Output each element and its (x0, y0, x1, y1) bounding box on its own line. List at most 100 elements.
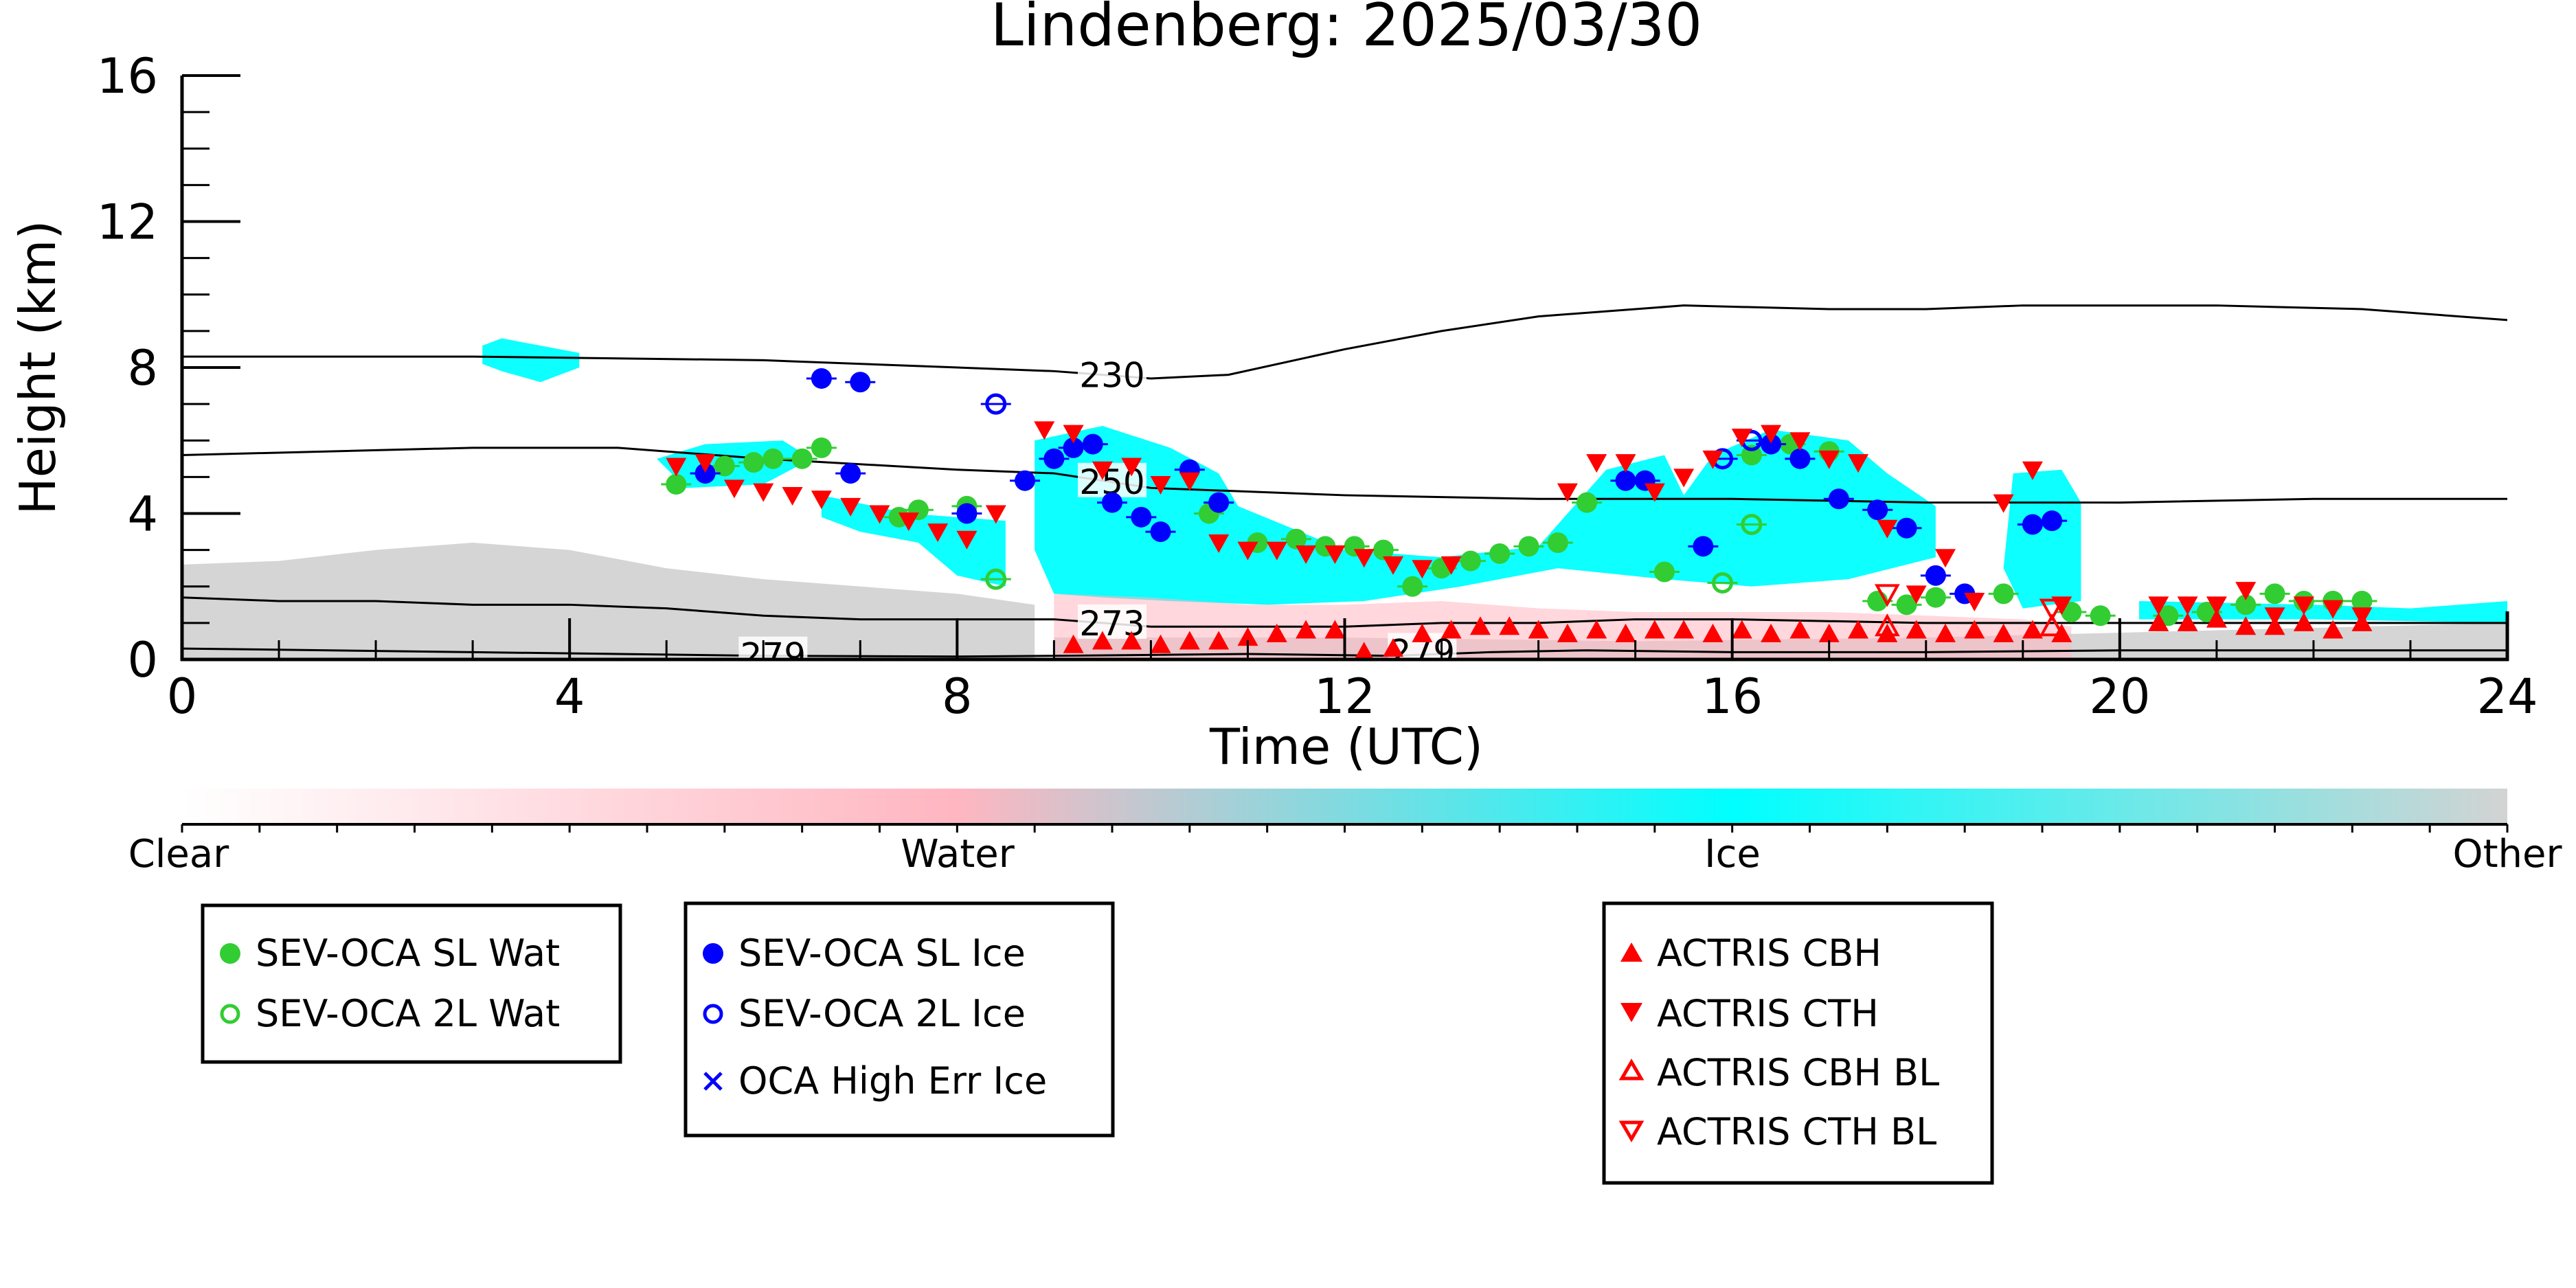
marker-actris-cbh (1993, 623, 2014, 642)
y-tick-label: 4 (127, 486, 158, 543)
marker-actris-cbh (2206, 609, 2227, 628)
marker-actris-cbh (2323, 620, 2344, 639)
marker-actris-cbh (1063, 634, 1084, 653)
y-tick-label: 0 (127, 632, 158, 688)
marker-actris-cbh (1731, 620, 1752, 639)
legend-label: ACTRIS CTH (1657, 992, 1879, 1035)
marker-actris-cbh (1324, 620, 1346, 639)
marker-sev-oca-sl-wat (791, 448, 813, 469)
marker-actris-cth (1586, 454, 1607, 473)
legend-actris: ACTRIS CBH ACTRIS CTH ACTRIS CBH BL ACTR… (1602, 901, 1994, 1185)
marker-actris-cth (2206, 596, 2227, 615)
marker-sev-oca-sl-ice (1896, 517, 1917, 539)
marker-actris-cth (1702, 450, 1724, 469)
marker-actris-cbh (1934, 623, 1956, 642)
marker-actris-cbh (1383, 638, 1404, 657)
marker-actris-cbh (1964, 620, 1985, 639)
marker-actris-cbh (1877, 623, 1898, 642)
marker-actris-cth (1092, 461, 1113, 480)
legend-marker-high-err-ice (703, 1072, 723, 1091)
y-tick-label: 12 (97, 194, 158, 251)
marker-actris-cth (811, 490, 832, 510)
contour-label-bg (1078, 604, 1146, 639)
marker-actris-cth (1557, 483, 1578, 502)
marker-actris-cth (1296, 545, 1317, 564)
marker-sev-oca-2l-wat (1741, 513, 1763, 535)
marker-sev-oca-sl-ice (1208, 492, 1230, 513)
marker-actris-cth (2235, 582, 2257, 601)
marker-actris-cth (1353, 549, 1375, 568)
contour-line-273 (182, 596, 2507, 628)
marker-actris-cbh (2022, 620, 2043, 639)
marker-actris-cbh (1761, 623, 1782, 642)
marker-actris-cth (1906, 585, 1927, 605)
marker-actris-cth (2022, 461, 2043, 480)
marker-sev-oca-sl-wat (1925, 587, 1946, 608)
ice-region (2139, 601, 2507, 623)
marker-actris-cbh (1499, 616, 1520, 635)
marker-sev-oca-sl-wat (1518, 536, 1539, 557)
marker-actris-cth (1993, 494, 2014, 513)
ice-region (1035, 426, 1936, 605)
marker-actris-cth (956, 530, 978, 550)
marker-actris-cbh (1266, 623, 1287, 642)
marker-sev-oca-sl-wat (666, 474, 687, 495)
y-axis-label: Height (km) (9, 221, 67, 515)
contour-line-250 (182, 447, 2507, 504)
marker-actris-cth (1761, 425, 1782, 444)
marker-sev-oca-sl-wat (1372, 539, 1394, 561)
legend-label: ACTRIS CBH BL (1657, 1051, 1939, 1094)
legend-marker-2l-wat (220, 1004, 240, 1024)
marker-sev-oca-sl-ice (1789, 448, 1811, 469)
marker-actris-cth (1034, 421, 1055, 440)
legend-label: ACTRIS CTH BL (1657, 1110, 1936, 1153)
marker-actris-cth (1179, 472, 1200, 491)
marker-sev-oca-sl-wat (1653, 561, 1675, 583)
colorbar-gradient (182, 789, 2507, 824)
marker-actris-cbh (1208, 631, 1230, 650)
x-tick-label: 16 (1702, 668, 1763, 725)
marker-actris-cth (1848, 454, 1869, 473)
marker-actris-cth (1266, 541, 1287, 561)
marker-actris-cth (2264, 607, 2285, 626)
colorbar-ticks (181, 824, 2509, 833)
marker-sev-oca-sl-wat (2158, 605, 2179, 626)
colorbar-label-other: Other (2452, 832, 2562, 877)
marker-sev-oca-sl-wat (2196, 601, 2217, 622)
marker-sev-oca-sl-ice (1615, 470, 1636, 491)
marker-actris-cth (2351, 607, 2373, 626)
contour-label: 279 (741, 636, 806, 676)
marker-actris-cbh (1789, 620, 1811, 639)
marker-actris-cbh (1469, 616, 1491, 635)
marker-sev-oca-2l-wat (985, 568, 1007, 590)
colorbar: Clear Water Ice Other (128, 789, 2562, 877)
marker-sev-oca-sl-ice (1131, 506, 1152, 528)
colorbar-label-ice: Ice (1704, 832, 1761, 877)
marker-actris-cth (1615, 454, 1636, 473)
marker-sev-oca-sl-wat (2235, 594, 2257, 615)
marker-actris-cth (1440, 556, 1462, 575)
marker-actris-cbh (1440, 620, 1462, 639)
y-tick-label: 8 (127, 340, 158, 396)
legend-box (1602, 901, 1994, 1185)
x-tick-label: 24 (2476, 668, 2538, 725)
legend-marker-cth-bl (1618, 1120, 1645, 1142)
marker-sev-oca-sl-ice (1761, 433, 1782, 455)
marker-actris-cth (898, 512, 919, 532)
legend-marker-sl-wat (220, 943, 240, 964)
marker-actris-cth (1964, 593, 1985, 611)
marker-sev-oca-sl-wat (1547, 532, 1568, 553)
marker-actris-cth (753, 483, 774, 502)
marker-actris-cth (782, 486, 803, 506)
marker-actris-cbh (1150, 634, 1171, 653)
x-tick-label: 4 (554, 668, 585, 725)
legend-marker-cth (1620, 1003, 1642, 1022)
marker-actris-cth (1877, 519, 1898, 539)
marker-actris-cbh (1673, 620, 1695, 639)
marker-sev-oca-sl-ice (1043, 448, 1065, 469)
marker-sev-oca-sl-wat (1993, 583, 2014, 605)
marker-actris-cbh (1237, 627, 1258, 646)
marker-actris-cth (985, 505, 1006, 524)
contour-label-bg (738, 636, 808, 659)
